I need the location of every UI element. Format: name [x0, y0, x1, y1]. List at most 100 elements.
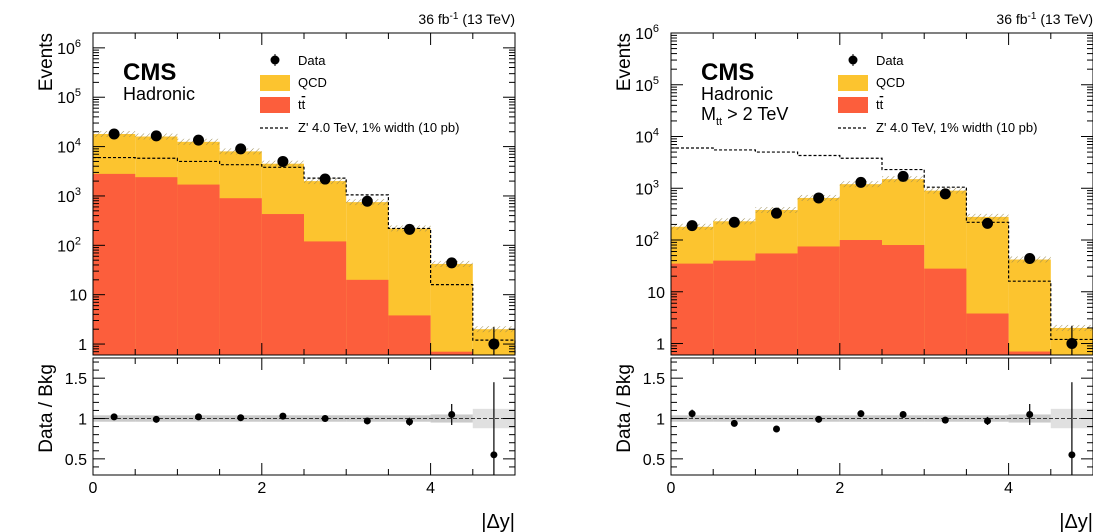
legend-qcd-swatch — [838, 75, 868, 91]
upper-y-axis-title: Events — [36, 33, 57, 91]
ttbar-bar — [93, 173, 136, 355]
ttbar-bar — [755, 253, 798, 355]
legend-signal-label: Z' 4.0 TeV, 1% width (10 pb) — [876, 120, 1037, 135]
y-tick-label: 106 — [635, 23, 659, 43]
ratio-point — [279, 412, 287, 420]
cms-label: CMS — [123, 59, 176, 86]
qcd-bar — [1008, 259, 1051, 355]
ratio-point — [899, 410, 907, 418]
x-tick-label: 4 — [426, 480, 435, 497]
ttbar-bar — [797, 246, 840, 355]
panel-right: 1 10 102 103 104 105 106 0.5 1 1.5 0 2 4 Events Data /… — [614, 11, 1093, 532]
data-point — [193, 134, 204, 146]
legend-ttbar-label: tt — [298, 97, 306, 112]
ratio-y-axis-title: Data / Bkg — [36, 364, 57, 453]
y-tick-label: 103 — [635, 178, 659, 198]
y-tick-label: 106 — [57, 38, 81, 58]
data-point — [235, 143, 247, 155]
lumi-label: 36 fb-1 (13 TeV) — [996, 11, 1093, 27]
x-tick-label: 4 — [1004, 480, 1013, 497]
ratio-y-axis-title: Data / Bkg — [614, 364, 635, 453]
x-tick-label: 2 — [257, 480, 266, 497]
data-point — [446, 257, 458, 269]
ratio-frame — [92, 357, 516, 476]
ratio-point — [857, 410, 865, 418]
upper-y-axis-title: Events — [614, 33, 635, 91]
data-point — [855, 176, 867, 188]
data-point — [939, 188, 951, 200]
ratio-point — [237, 414, 245, 422]
data-point — [771, 207, 782, 219]
data-point — [686, 220, 698, 232]
ratio-point — [448, 410, 456, 418]
x-tick-label: 2 — [835, 480, 844, 497]
ratio-point — [490, 451, 498, 459]
ttbar-bar — [135, 177, 178, 355]
y-tick-label: 1 — [656, 337, 665, 354]
legend-ttbar-swatch — [838, 97, 868, 113]
data-point — [1024, 252, 1036, 264]
ttbar-bar — [882, 245, 925, 355]
ttbar-bar — [430, 351, 473, 355]
ttbar-bar — [713, 260, 756, 355]
legend-qcd-label: QCD — [876, 75, 905, 90]
ratio-point — [363, 417, 371, 425]
ratio-point — [815, 415, 823, 423]
legend-ttbar-label: tt — [876, 97, 884, 112]
legend-qcd-swatch — [260, 75, 290, 91]
ratio-y-tick-label: 0.5 — [643, 452, 665, 469]
y-tick-label: 1 — [78, 337, 87, 354]
ttbar-bar — [839, 240, 882, 355]
x-axis-title: |Δy| — [1059, 511, 1093, 532]
ttbar-bar — [1008, 351, 1051, 355]
data-point — [982, 217, 993, 229]
ratio-point — [195, 413, 202, 421]
legend-qcd-label: QCD — [298, 75, 327, 90]
qcd-bar — [430, 263, 473, 355]
x-axis-title: |Δy| — [481, 511, 515, 532]
data-point — [728, 216, 740, 228]
ratio-y-tick-label: 1 — [78, 412, 87, 429]
data-point — [150, 130, 162, 142]
data-point — [813, 192, 825, 204]
legend-data-label: Data — [298, 53, 326, 68]
ratio-point — [1068, 451, 1076, 459]
ratio-point — [152, 415, 160, 423]
ratio-point — [688, 410, 696, 418]
ratio-point — [1026, 410, 1034, 418]
category-label: Hadronic — [701, 84, 773, 104]
ttbar-bar — [177, 184, 220, 355]
y-tick-label: 105 — [57, 87, 81, 107]
data-point — [404, 223, 415, 235]
ratio-frame — [670, 357, 1093, 476]
ttbar-bar — [219, 198, 262, 355]
y-tick-label: 10 — [647, 285, 665, 302]
category-label: Hadronic — [123, 84, 195, 104]
data-point — [108, 128, 120, 140]
ttbar-bar — [671, 263, 714, 355]
signal-line — [93, 156, 516, 355]
y-tick-label: 10 — [69, 288, 87, 305]
lumi-label: 36 fb-1 (13 TeV) — [418, 11, 515, 27]
ttbar-bar — [261, 214, 304, 355]
panel-left: 1 10 102 103 104 105 106 0.5 1 1.5 0 2 4 Events Data /… — [36, 11, 516, 532]
data-point — [319, 173, 331, 185]
legend-ttbar-swatch — [260, 97, 290, 113]
ttbar-bar — [966, 313, 1009, 355]
ratio-y-tick-label: 1.5 — [643, 371, 665, 388]
x-tick-label: 0 — [89, 480, 98, 497]
ratio-point — [773, 425, 780, 433]
stack-unc-band — [966, 213, 1009, 220]
y-tick-label: 102 — [635, 230, 659, 250]
ttbar-bar — [924, 268, 967, 355]
y-tick-label: 104 — [57, 137, 81, 157]
y-tick-label: 103 — [57, 186, 81, 206]
ratio-y-tick-label: 1 — [656, 412, 665, 429]
ttbar-bar — [304, 241, 347, 355]
y-tick-label: 102 — [57, 235, 81, 255]
data-point — [897, 170, 909, 182]
ratio-point — [321, 415, 329, 423]
ttbar-bar — [346, 279, 389, 355]
cms-label: CMS — [701, 59, 754, 86]
ttbar-bar — [388, 315, 431, 355]
